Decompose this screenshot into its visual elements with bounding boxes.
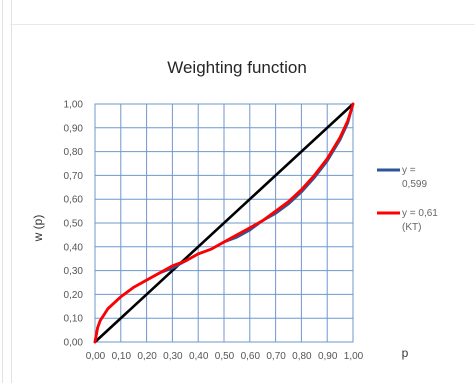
y-tick-label: 0,50 <box>64 219 84 230</box>
y-tick-label: 1,00 <box>64 100 84 111</box>
top-border <box>10 24 475 25</box>
y-tick-label: 0,90 <box>64 123 84 134</box>
x-tick-label: 0,30 <box>163 351 183 362</box>
left-border <box>2 0 12 383</box>
legend: y = 0,599 y = 0,61 (KT) <box>377 165 438 233</box>
legend-label: y = 0,61 <box>402 208 438 219</box>
x-tick-label: 0,50 <box>215 351 235 362</box>
x-tick-label: 0,20 <box>137 351 157 362</box>
series-line <box>93 102 355 344</box>
x-tick-label: 0,60 <box>241 351 261 362</box>
x-tick-label: 0,10 <box>112 351 132 362</box>
x-tick-label: 0,70 <box>266 351 286 362</box>
x-tick-label: 0,40 <box>189 351 209 362</box>
x-tick-label: 0,90 <box>318 351 338 362</box>
y-tick-label: 0,30 <box>64 266 84 277</box>
legend-label: (KT) <box>402 222 421 233</box>
x-tick-label: 1,00 <box>344 351 364 362</box>
diagonal-line <box>93 102 355 344</box>
legend-label: 0,599 <box>402 179 427 190</box>
y-tick-label: 0,20 <box>64 290 84 301</box>
tick-labels: 0,00 0,10 0,20 0,30 0,40 0,50 0,60 0,70 0,80 0,90… <box>64 100 364 363</box>
y-tick-label: 0,00 <box>64 338 84 349</box>
chart-title: Weighting function <box>167 58 307 77</box>
x-axis-label: p <box>402 346 409 360</box>
y-axis-label: w (p) <box>31 215 45 243</box>
y-tick-label: 0,10 <box>64 314 84 325</box>
y-tick-label: 0,40 <box>64 242 84 253</box>
y-tick-label: 0,70 <box>64 171 84 182</box>
legend-label: y = <box>402 165 416 176</box>
y-tick-label: 0,60 <box>64 195 84 206</box>
y-tick-label: 0,80 <box>64 147 84 158</box>
x-tick-label: 0,00 <box>86 351 106 362</box>
series-lines <box>93 102 355 344</box>
x-tick-label: 0,80 <box>292 351 312 362</box>
